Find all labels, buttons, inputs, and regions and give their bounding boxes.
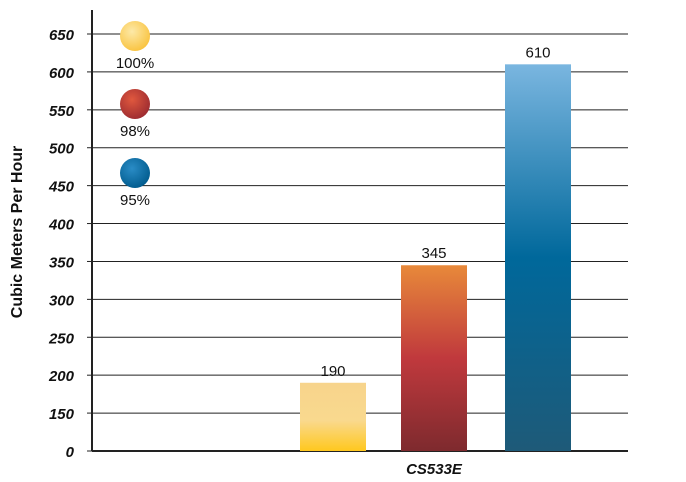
- y-tick-label: 350: [49, 254, 75, 271]
- category-label: CS533E: [406, 461, 463, 478]
- y-tick-label: 550: [49, 103, 75, 120]
- bar-value-label: 610: [525, 44, 550, 61]
- legend: 100% 98% 95%: [116, 21, 154, 209]
- bar-95-pct: [505, 64, 571, 451]
- y-tick-label: 0: [66, 444, 75, 461]
- y-tick-label: 650: [49, 27, 75, 44]
- legend-swatch: [120, 89, 150, 119]
- y-tick-label: 200: [48, 368, 75, 385]
- legend-label: 100%: [116, 55, 154, 72]
- y-tick-label: 450: [48, 179, 75, 196]
- bar-value-label: 345: [421, 245, 446, 262]
- y-axis-label: Cubic Meters Per Hour: [9, 146, 26, 318]
- bar-value-label: 190: [320, 363, 345, 380]
- bars: 190 345 610: [300, 44, 571, 451]
- legend-label: 95%: [120, 192, 150, 209]
- legend-swatch: [120, 158, 150, 188]
- y-tick-label: 600: [49, 65, 75, 82]
- legend-swatch: [120, 21, 150, 51]
- y-tick-label: 500: [49, 141, 75, 158]
- legend-label: 98%: [120, 123, 150, 140]
- bar-98-pct: [401, 265, 467, 451]
- y-tick-label: 150: [49, 406, 75, 423]
- y-axis-ticks: 0 150 200 250 300 350 400 450 500 550 600 650: [48, 27, 92, 461]
- y-tick-label: 400: [48, 217, 75, 234]
- bar-100-pct: [300, 382, 366, 451]
- y-tick-label: 250: [48, 330, 75, 347]
- y-tick-label: 300: [49, 292, 75, 309]
